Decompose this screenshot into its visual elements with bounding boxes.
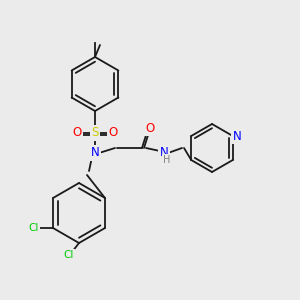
Text: O: O <box>108 127 118 140</box>
Text: O: O <box>146 122 154 134</box>
Text: S: S <box>91 127 99 140</box>
Text: N: N <box>91 146 99 160</box>
Text: N: N <box>232 130 241 142</box>
Text: N: N <box>160 146 168 160</box>
Text: O: O <box>72 127 82 140</box>
Text: Cl: Cl <box>29 223 39 233</box>
Text: Cl: Cl <box>64 250 74 260</box>
Text: H: H <box>163 155 171 165</box>
